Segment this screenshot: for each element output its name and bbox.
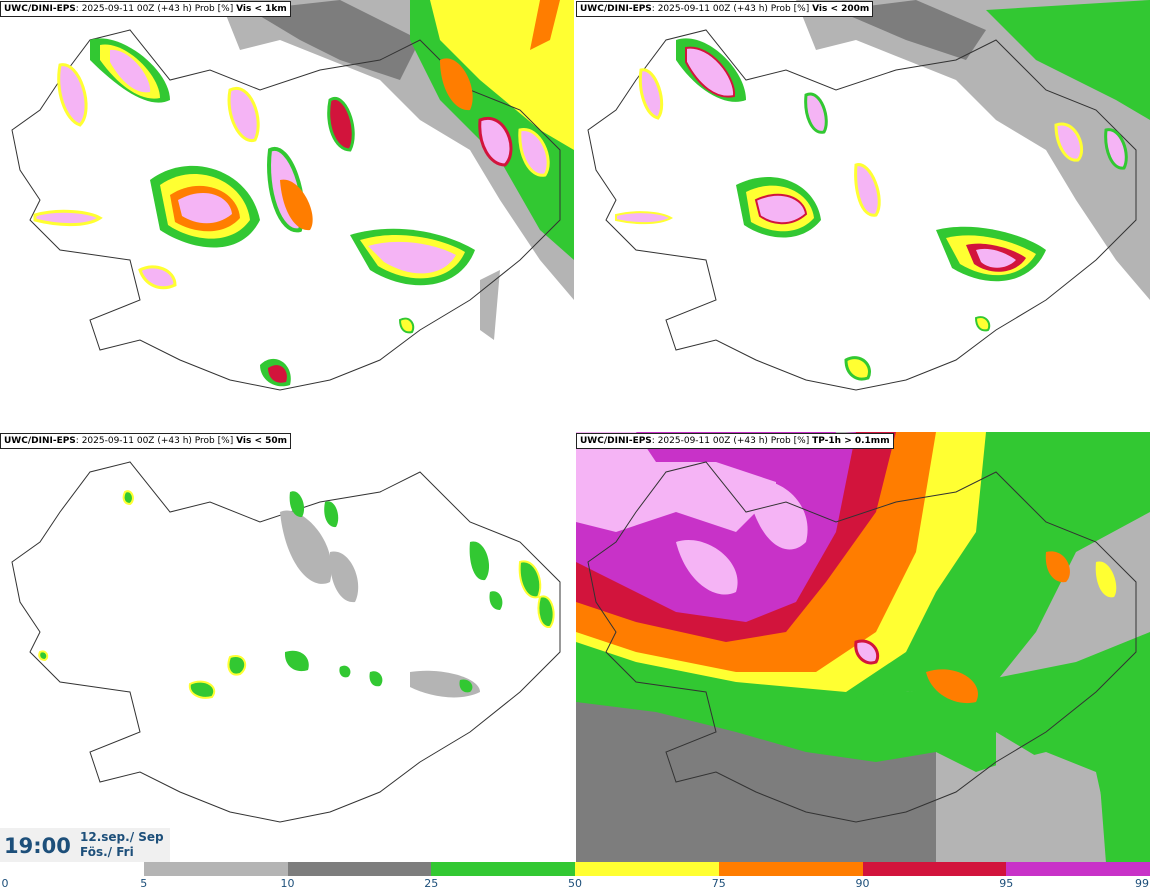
colorbar-segment [575, 862, 720, 876]
valid-date: 12.sep./ Sep Fös./ Fri [80, 830, 164, 860]
model-name: UWC/DINI-EPS [4, 4, 76, 14]
map-vis-200m [587, 0, 1150, 391]
valid-time-box: 19:00 12.sep./ Sep Fös./ Fri [0, 828, 170, 862]
map-panel-tp-1h: UWC/DINI-EPS: 2025-09-11 00Z (+43 h) Pro… [576, 432, 1150, 863]
colorbar-tick-label: 95 [999, 877, 1014, 890]
colorbar-segment [287, 862, 433, 876]
run-info: : 2025-09-11 00Z (+43 h) Prob [%] [651, 436, 810, 446]
colorbar-tick-label: 50 [568, 877, 582, 890]
run-info: : 2025-09-11 00Z (+43 h) Prob [%] [75, 436, 234, 446]
threshold-label: Vis < 200m [812, 4, 870, 14]
threshold-label: Vis < 1km [236, 4, 287, 14]
model-name: UWC/DINI-EPS [4, 436, 76, 446]
colorbar [0, 862, 1150, 876]
colorbar-segment [1006, 862, 1150, 876]
colorbar-tick-label: 75 [711, 877, 726, 890]
colorbar-segment [431, 862, 576, 876]
colorbar-tick-label: 90 [855, 877, 870, 890]
colorbar-segment [718, 862, 864, 876]
map-panel-vis-50m: UWC/DINI-EPS: 2025-09-11 00Z (+43 h) Pro… [0, 432, 574, 863]
date-line-2: Fös./ Fri [80, 845, 134, 859]
run-info: : 2025-09-11 00Z (+43 h) Prob [%] [651, 4, 810, 14]
date-line-1: 12.sep./ Sep [80, 830, 164, 844]
colorbar-tick-label: 99 [1135, 877, 1149, 890]
map-vis-1km [11, 0, 574, 391]
model-name: UWC/DINI-EPS [580, 436, 652, 446]
colorbar-segment [0, 862, 145, 876]
colorbar-tick-label: 10 [280, 877, 295, 890]
map-vis-50m [11, 461, 561, 823]
threshold-label: Vis < 50m [236, 436, 288, 446]
colorbar-segment [143, 862, 289, 876]
panel-title: UWC/DINI-EPS: 2025-09-11 00Z (+43 h) Pro… [576, 1, 874, 17]
threshold-label: TP-1h > 0.1mm [812, 436, 890, 446]
model-name: UWC/DINI-EPS [580, 4, 652, 14]
colorbar-tick-label: 25 [424, 877, 439, 890]
run-info: : 2025-09-11 00Z (+43 h) Prob [%] [75, 4, 234, 14]
panel-title: UWC/DINI-EPS: 2025-09-11 00Z (+43 h) Pro… [0, 1, 291, 17]
panel-title: UWC/DINI-EPS: 2025-09-11 00Z (+43 h) Pro… [0, 433, 292, 449]
map-panel-vis-200m: UWC/DINI-EPS: 2025-09-11 00Z (+43 h) Pro… [576, 0, 1150, 431]
valid-time: 19:00 [4, 834, 71, 858]
panel-title: UWC/DINI-EPS: 2025-09-11 00Z (+43 h) Pro… [576, 433, 894, 449]
colorbar-tick-label: 5 [140, 877, 148, 890]
map-tp-1h [576, 432, 1150, 863]
colorbar-tick-label: 0 [1, 877, 9, 890]
colorbar-segment [862, 862, 1008, 876]
map-panel-vis-1km: UWC/DINI-EPS: 2025-09-11 00Z (+43 h) Pro… [0, 0, 574, 431]
